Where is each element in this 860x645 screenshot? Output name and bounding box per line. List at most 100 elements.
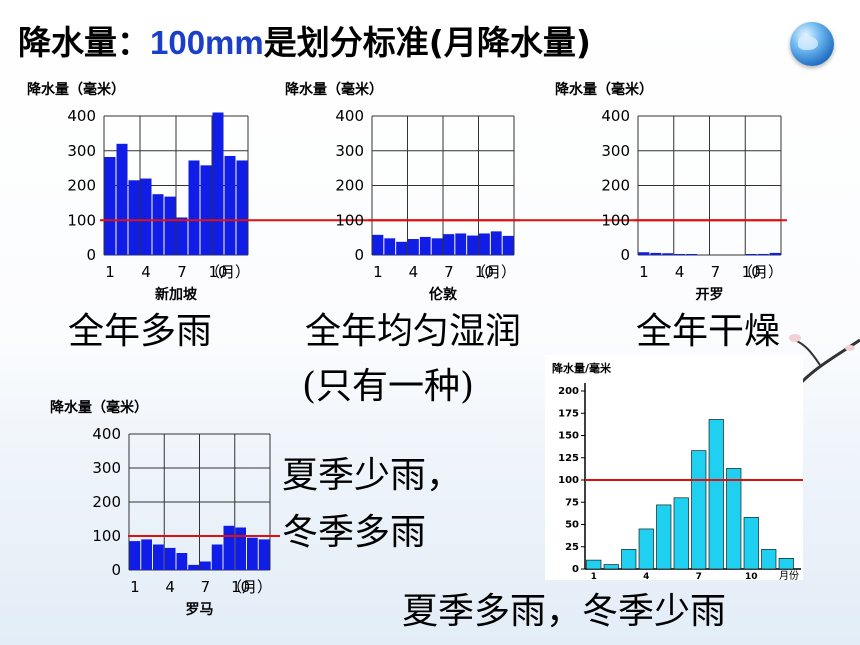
- y-tick-label: 300: [335, 142, 364, 160]
- bar-month-10: [212, 112, 224, 256]
- caption-singapore: 全年多雨: [68, 311, 213, 352]
- bar-month-7: [200, 561, 211, 570]
- station-name: 新加坡: [155, 286, 198, 303]
- x-tick-label: 10: [208, 263, 227, 281]
- x-tick-label: 7: [444, 263, 454, 281]
- bar-month-11: [761, 549, 777, 570]
- y-axis-label: 降水量（毫米）: [50, 399, 148, 416]
- x-tick-label: 1: [373, 263, 383, 281]
- bar-month-10: [745, 254, 757, 255]
- x-tick-label: 10: [231, 578, 250, 596]
- bar-month-1: [372, 234, 384, 255]
- x-tick-label: 7: [711, 263, 721, 281]
- y-axis-label: 降水量（毫米）: [27, 81, 125, 98]
- y-tick-label: 200: [558, 386, 579, 397]
- x-tick-label: 10: [475, 263, 494, 281]
- bar-month-1: [104, 157, 116, 255]
- x-tick-label: 4: [141, 263, 151, 281]
- x-tick-label: 10: [742, 263, 761, 281]
- y-tick-label: 300: [92, 459, 121, 477]
- bar-month-11: [757, 253, 769, 255]
- x-tick-label: 4: [675, 263, 685, 281]
- x-tick-label: 1: [105, 263, 115, 281]
- bar-month-9: [726, 468, 742, 570]
- bar-month-4: [164, 547, 176, 570]
- caption-monsoon: 夏季多雨，冬季少雨: [402, 591, 727, 632]
- y-tick-label: 150: [558, 431, 579, 442]
- x-tick-label: 1: [639, 263, 649, 281]
- y-tick-label: 50: [565, 520, 579, 531]
- y-tick-label: 175: [558, 408, 579, 419]
- y-axis-label: 降水量（毫米）: [285, 81, 383, 98]
- caption-only-one: (只有一种): [302, 366, 475, 407]
- bar-month-4: [140, 178, 152, 255]
- bar-month-11: [247, 537, 258, 570]
- bar-month-2: [141, 539, 152, 570]
- y-axis-label: 降水量/毫米: [552, 361, 612, 375]
- x-axis-label: （月）: [227, 578, 272, 596]
- y-tick-label: 400: [601, 107, 630, 125]
- bar-month-12: [769, 252, 781, 255]
- x-tick-label: 1: [591, 572, 597, 582]
- x-tick-label: 1: [130, 578, 140, 596]
- x-axis-label: （月）: [738, 263, 783, 281]
- bar-month-8: [455, 233, 467, 255]
- x-axis-label: 月份: [779, 570, 799, 582]
- caption-rome-line2: 冬季多雨: [282, 512, 427, 553]
- caption-cairo: 全年干燥: [636, 311, 781, 352]
- y-tick-label: 200: [92, 493, 121, 511]
- bar-month-7: [691, 450, 707, 570]
- chart-cairo: 降水量（毫米） 0 100 200 300 400 1 4 7 10（月） 开罗: [555, 81, 787, 303]
- x-axis-label: （月）: [205, 263, 250, 281]
- x-tick-label: 7: [696, 572, 702, 582]
- title-prefix: 降水量：: [18, 23, 150, 62]
- bar-month-6: [164, 196, 176, 255]
- bar-month-12: [236, 160, 248, 255]
- bar-month-9: [467, 235, 478, 255]
- bar-month-5: [656, 504, 672, 570]
- y-tick-label: 100: [92, 527, 121, 545]
- bar-month-4: [408, 239, 419, 255]
- y-tick-label: 400: [92, 425, 121, 443]
- bar-month-6: [673, 497, 689, 570]
- y-tick-label: 100: [558, 475, 579, 486]
- bar-month-1: [638, 252, 650, 255]
- bar-month-3: [153, 544, 164, 570]
- y-tick-label: 200: [67, 177, 96, 195]
- y-tick-label: 0: [572, 564, 579, 575]
- bar-month-2: [384, 238, 396, 255]
- bar-month-1: [586, 559, 602, 570]
- y-tick-label: 100: [335, 211, 364, 229]
- bar-month-7: [176, 217, 188, 255]
- title-highlight: 100mm: [150, 24, 264, 61]
- x-tick-label: 10: [745, 572, 758, 582]
- bar-month-12: [778, 558, 794, 570]
- bar-month-12: [258, 539, 270, 570]
- bar-month-6: [188, 564, 199, 570]
- bar-month-5: [152, 194, 164, 255]
- bar-month-4: [674, 254, 686, 255]
- y-axis-label: 降水量（毫米）: [555, 81, 653, 98]
- y-tick-label: 25: [565, 542, 579, 553]
- bar-month-8: [708, 419, 724, 570]
- bar-month-1: [129, 541, 141, 570]
- x-tick-label: 7: [201, 578, 211, 596]
- y-tick-label: 0: [86, 246, 96, 264]
- station-name: 罗马: [186, 602, 214, 618]
- chart-monsoon: 降水量/毫米 0 25 50 75 100 125 150 175 200 1 4 7 10 月份: [552, 361, 803, 582]
- bar-month-5: [419, 236, 431, 255]
- x-tick-label: 4: [409, 263, 419, 281]
- bar-month-5: [686, 254, 698, 255]
- y-tick-label: 300: [601, 142, 630, 160]
- bar-month-9: [223, 525, 235, 570]
- chart-rome: 降水量（毫米） 0 100 200 300 400 1 4 7 10（月） 罗马: [50, 399, 280, 618]
- x-tick-label: 7: [177, 263, 187, 281]
- bar-month-7: [443, 234, 455, 255]
- y-tick-label: 125: [558, 453, 579, 464]
- y-tick-label: 200: [601, 177, 630, 195]
- y-tick-label: 0: [620, 246, 630, 264]
- bar-month-11: [490, 231, 502, 255]
- x-tick-label: 4: [165, 578, 175, 596]
- bar-month-9: [200, 165, 212, 255]
